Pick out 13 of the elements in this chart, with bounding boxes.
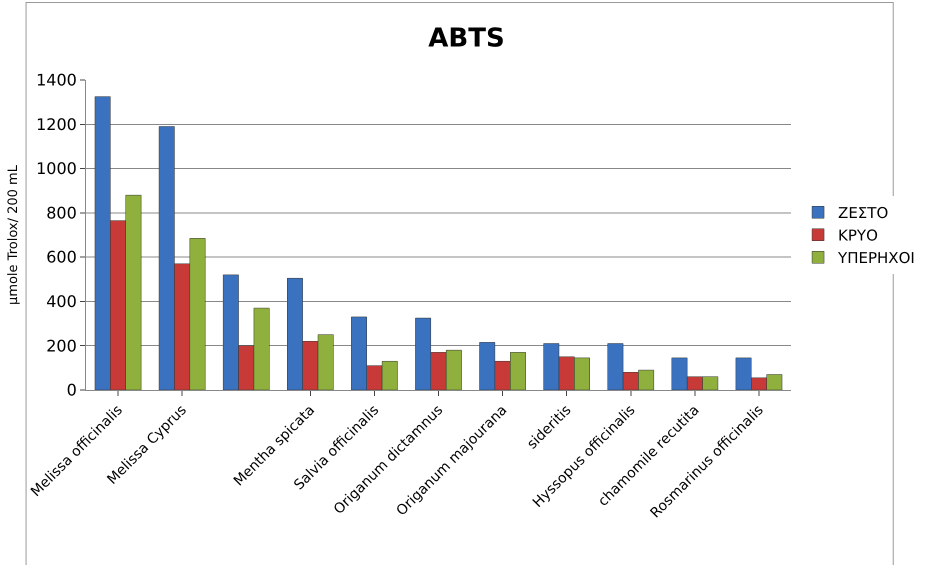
y-tick-label: 0 xyxy=(66,380,77,400)
chart-title: ABTS xyxy=(428,23,505,54)
y-tick-label: 400 xyxy=(46,292,77,312)
y-tick-label: 1200 xyxy=(36,114,77,134)
y-axis-title: μmole Trolox/ 200 mL xyxy=(6,164,22,305)
y-tick-label: 1000 xyxy=(36,159,77,178)
y-tick-label: 800 xyxy=(46,203,77,222)
legend-label: ΖΕΣΤΟ xyxy=(838,204,888,222)
y-tick-label: 600 xyxy=(46,248,77,267)
legend-label: ΥΠΕΡΗΧΟΙ xyxy=(837,249,915,268)
y-tick-label: 200 xyxy=(46,336,77,356)
y-tick-label: 1400 xyxy=(36,70,77,90)
legend-label: ΚΡΥΟ xyxy=(838,226,878,245)
